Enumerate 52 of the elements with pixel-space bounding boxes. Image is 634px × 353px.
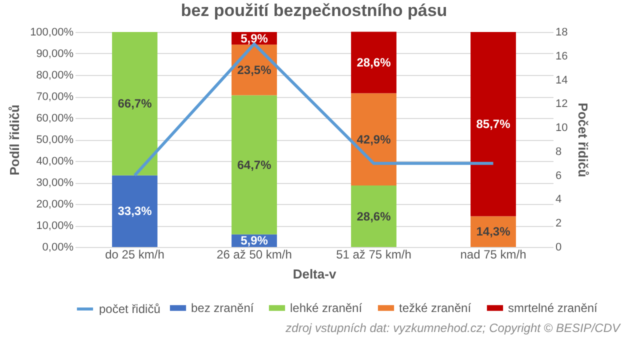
data-label: 66,7%: [118, 96, 152, 111]
bar: [112, 175, 158, 247]
x-tick-label: 26 až 50 km/h: [216, 248, 292, 262]
y2-tick-label: 4: [556, 194, 562, 206]
data-label: 42,9%: [356, 132, 392, 146]
bar: [232, 95, 277, 234]
x-tick-label: 51 až 75 km/h: [336, 248, 412, 262]
chart-title: bez použití bezpečnostního pásu: [180, 1, 448, 20]
y-tick-label: 50,00%: [36, 134, 74, 146]
data-label: 85,7%: [476, 117, 511, 132]
y-tick-label: 70,00%: [36, 91, 74, 103]
y-axis-title: Podíl řidičů: [7, 104, 22, 176]
y-tick-label: 30,00%: [36, 177, 74, 189]
text: zdroj vstupních dat: vyzkumnehod.cz; Copyright © BESIP/CDV: [284, 321, 620, 335]
y2-tick-label: 18: [556, 26, 568, 38]
data-label: 5,9%: [240, 234, 268, 248]
data-label: 64,7%: [237, 158, 272, 172]
y-tick-label: 60,00%: [36, 112, 74, 124]
x-tick-label: nad 75 km/h: [460, 248, 526, 262]
data-label: 28,6%: [356, 56, 392, 70]
y-tick-label: 80,00%: [36, 70, 74, 82]
y2-tick-label: 10: [556, 122, 568, 134]
bar: [351, 186, 396, 247]
data-label: 33,3%: [118, 204, 152, 218]
y2-tick-label: 12: [556, 98, 568, 110]
y2-axis-title: Počet řidičů: [576, 102, 591, 178]
data-label: 23,5%: [237, 62, 272, 77]
data-label: 5,9%: [240, 31, 268, 46]
y2-tick-label: 8: [556, 146, 562, 158]
y2-tick-label: 14: [556, 74, 568, 86]
bar: [112, 32, 158, 176]
x-tick-label: do 25 km/h: [105, 248, 164, 262]
y2-tick-label: 6: [556, 170, 562, 182]
legend-label: težké zranění: [399, 301, 472, 315]
x-axis-title: Delta-v: [292, 266, 337, 282]
bar: [351, 93, 396, 186]
legend-label: smrtelné zranění: [508, 301, 598, 315]
data-label: 14,3%: [476, 224, 511, 239]
legend-label: lehké zranění: [290, 301, 363, 315]
y-tick-label: 100,00%: [30, 26, 74, 38]
y-tick-label: 10,00%: [36, 220, 74, 232]
y2-tick-label: 0: [556, 242, 562, 254]
data-label: 28,6%: [356, 209, 392, 224]
y2-tick-label: 2: [556, 218, 562, 230]
bar: [470, 32, 516, 216]
legend-label: bez zranění: [191, 301, 254, 315]
y2-tick-label: 16: [556, 50, 568, 62]
y-tick-label: 40,00%: [36, 156, 74, 168]
y-tick-label: 20,00%: [36, 198, 74, 210]
y-tick-label: 90,00%: [36, 48, 74, 60]
bar: [351, 32, 396, 94]
y-tick-label: 0,00%: [42, 242, 74, 254]
